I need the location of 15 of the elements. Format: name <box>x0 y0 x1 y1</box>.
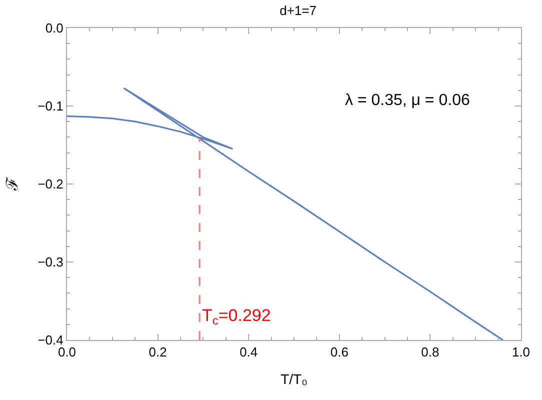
y-tick-label: 0.0 <box>45 20 64 36</box>
y-axis-title: ℱ <box>4 176 22 192</box>
x-tick-label: 1.0 <box>512 344 530 360</box>
annotation: λ = 0.35, μ = 0.06 <box>345 92 470 109</box>
chart-title: d+1=7 <box>280 3 317 18</box>
x-tick-label: 0.8 <box>421 344 440 360</box>
x-tick-label: 0.6 <box>330 344 348 360</box>
line-series <box>67 87 504 340</box>
y-tick-label: −0.1 <box>38 98 64 114</box>
y-tick-label: −0.2 <box>38 176 64 192</box>
x-tick-label: 0.4 <box>240 344 258 360</box>
x-axis-title: T/T₀ <box>280 370 308 387</box>
x-tick-label: 0.2 <box>148 344 167 360</box>
y-tick-label: −0.3 <box>38 254 64 270</box>
annotation: T$_{c}$=0.292 <box>202 306 271 328</box>
